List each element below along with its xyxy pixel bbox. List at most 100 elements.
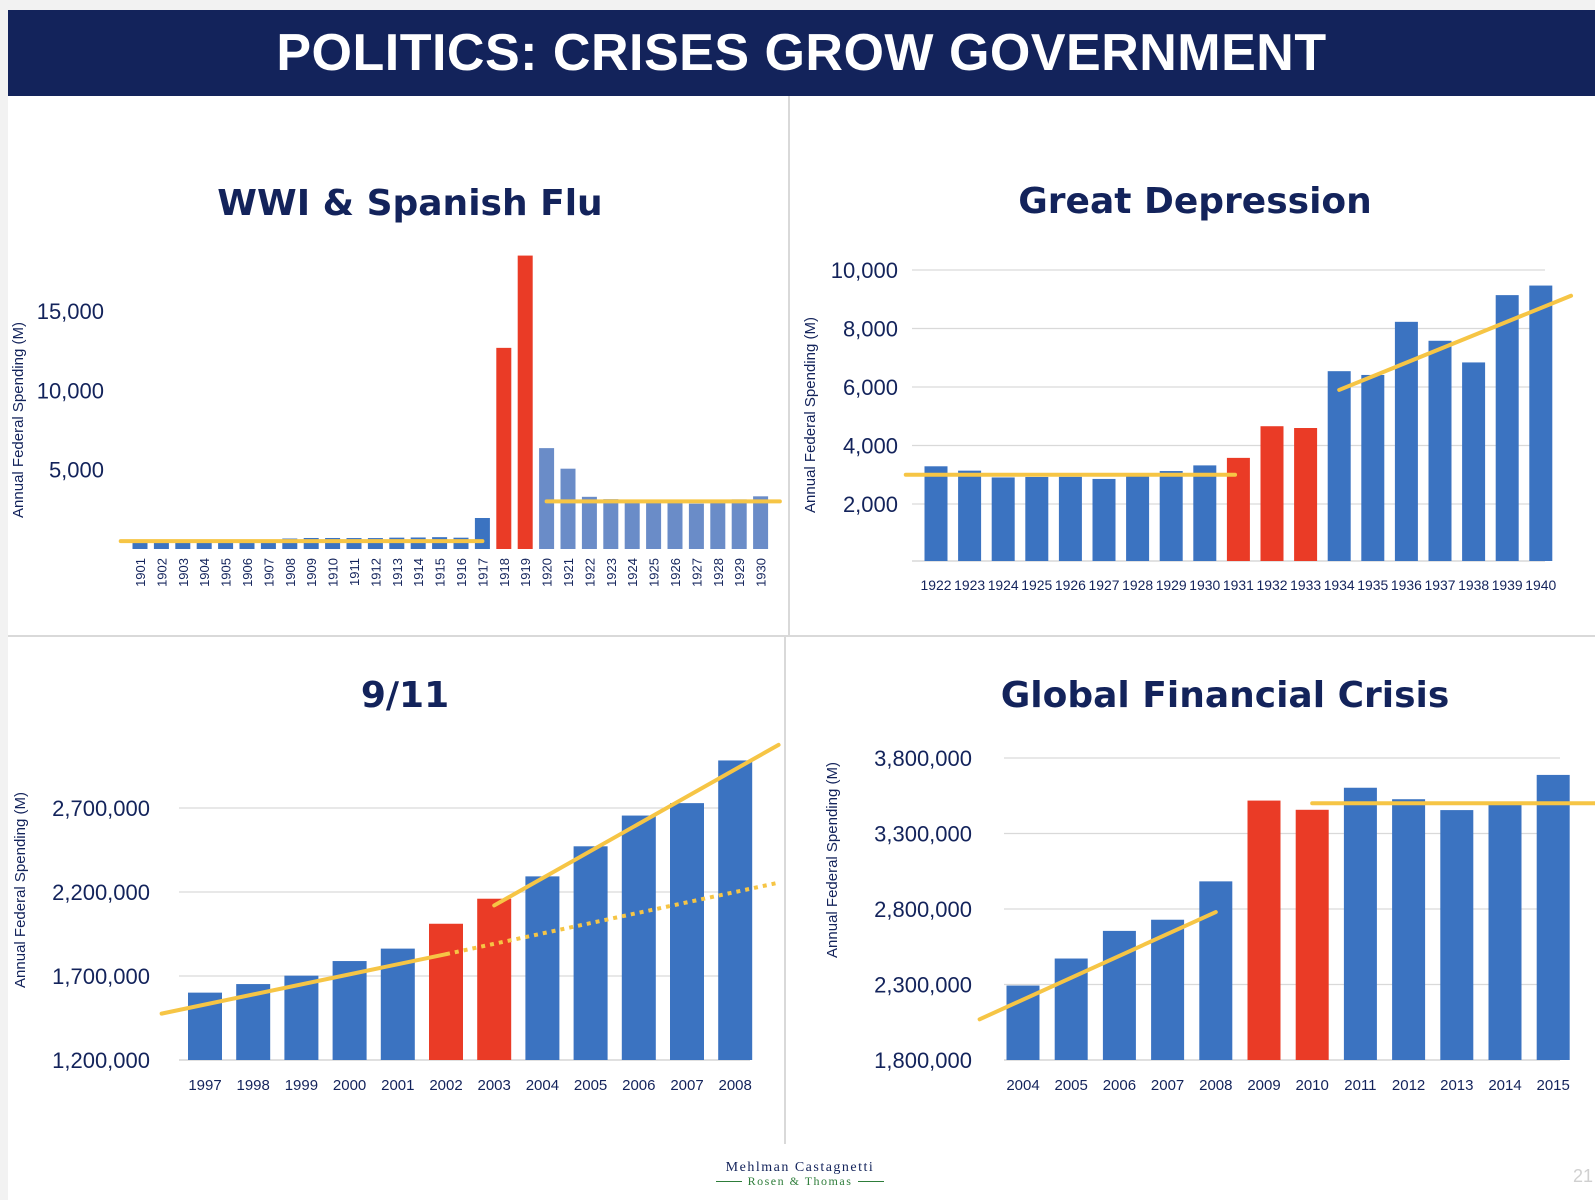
bar (477, 898, 512, 1060)
logo-rule-left (715, 1181, 742, 1182)
bar (560, 468, 576, 549)
x-tick-label: 1912 (368, 558, 383, 587)
trend-line (977, 910, 1218, 1022)
y-tick-label: 5,000 (49, 458, 104, 483)
slide: POLITICS: CRISES GROW GOVERNMENT (8, 10, 1595, 1200)
bar (667, 502, 683, 549)
x-tick-label: 1917 (475, 558, 490, 587)
bar (239, 539, 255, 549)
y-tick-label: 4,000 (843, 434, 898, 459)
bar (525, 876, 560, 1060)
bar (621, 815, 656, 1060)
y-tick-label: 1,800,000 (874, 1048, 972, 1073)
chart-title: Global Financial Crisis (1001, 675, 1450, 716)
bar (1361, 374, 1385, 561)
x-tick-label: 1914 (411, 558, 426, 587)
bar (1343, 787, 1377, 1060)
y-tick-label: 1,200,000 (52, 1048, 150, 1073)
y-tick-label: 10,000 (37, 378, 104, 403)
y-axis-label: Annual Federal Spending (M) (824, 762, 841, 958)
y-tick-label: 2,800,000 (874, 897, 972, 922)
divider-vertical-top (788, 96, 790, 636)
bar (429, 923, 463, 1060)
bar (1462, 362, 1486, 561)
y-axis-label: Annual Federal Spending (M) (12, 792, 29, 988)
x-tick-label: 1935 (1357, 577, 1388, 593)
bar (1006, 985, 1040, 1060)
x-tick-label: 1907 (261, 558, 276, 587)
x-tick-label: 2000 (333, 1077, 366, 1094)
y-tick-label: 10,000 (831, 258, 898, 283)
bar (1529, 285, 1553, 561)
x-tick-label: 2004 (1006, 1077, 1039, 1094)
bar (710, 502, 726, 549)
x-tick-label: 1911 (347, 558, 362, 586)
x-tick-label: 1913 (390, 558, 405, 587)
y-tick-label: 3,800,000 (874, 746, 972, 771)
bar (1126, 475, 1150, 561)
x-tick-label: 1908 (283, 558, 298, 587)
x-tick-label: 2006 (1103, 1077, 1136, 1094)
x-tick-label: 2005 (1055, 1077, 1088, 1094)
bar (1193, 465, 1217, 561)
bar (325, 537, 341, 549)
y-tick-label: 3,300,000 (874, 822, 972, 847)
x-tick-label: 1910 (326, 558, 341, 587)
bar (1394, 321, 1418, 561)
x-tick-label: 1926 (1055, 577, 1086, 593)
x-tick-label: 1931 (1223, 577, 1254, 593)
trend-line (1337, 293, 1574, 392)
title-banner: POLITICS: CRISES GROW GOVERNMENT (8, 10, 1595, 96)
bar (753, 496, 769, 549)
x-tick-label: 1902 (154, 558, 169, 587)
x-tick-label: 2008 (719, 1077, 752, 1094)
bar (1199, 881, 1233, 1060)
bar (1440, 810, 1474, 1060)
bar (670, 803, 704, 1060)
x-tick-label: 1933 (1290, 577, 1321, 593)
x-tick-label: 1934 (1324, 577, 1355, 593)
bar (924, 466, 948, 561)
bar (260, 539, 276, 549)
x-tick-label: 1924 (625, 558, 640, 587)
bar (1025, 476, 1049, 561)
x-tick-label: 2008 (1199, 1077, 1232, 1094)
x-tick-label: 1909 (304, 558, 319, 587)
x-tick-label: 1926 (668, 558, 683, 587)
bar (196, 539, 212, 549)
x-tick-label: 1997 (188, 1077, 221, 1094)
bar (1247, 800, 1281, 1060)
x-tick-label: 1928 (1122, 577, 1153, 593)
x-tick-label: 1932 (1257, 577, 1288, 593)
chart-title: 9/11 (361, 675, 449, 716)
bar (1092, 478, 1116, 561)
bar (1294, 428, 1318, 561)
x-tick-label: 2010 (1296, 1077, 1329, 1094)
bar (132, 540, 148, 549)
x-tick-label: 2001 (381, 1077, 414, 1094)
bar (474, 517, 490, 549)
bar (282, 538, 298, 549)
x-tick-label: 1929 (732, 558, 747, 587)
y-axis-label: Annual Federal Spending (M) (10, 322, 27, 518)
x-tick-label: 1927 (689, 558, 704, 587)
trend-line (159, 952, 448, 1016)
chart-4: Global Financial Crisis Annual Federal Sp… (824, 675, 1595, 1094)
divider-vertical-bottom (784, 636, 786, 1144)
x-tick-label: 1904 (197, 558, 212, 587)
x-tick-label: 1916 (454, 558, 469, 587)
x-tick-label: 2003 (478, 1077, 511, 1094)
x-tick-label: 1939 (1492, 577, 1523, 593)
x-tick-label: 2011 (1344, 1077, 1376, 1094)
x-tick-label: 1919 (518, 558, 533, 587)
x-tick-label: 1930 (754, 558, 769, 587)
x-tick-label: 1930 (1189, 577, 1220, 593)
logo-line-1: Mehlman Castagnetti (725, 1160, 875, 1175)
x-tick-label: 2013 (1440, 1077, 1473, 1094)
bar (1226, 457, 1250, 561)
x-tick-label: 1938 (1458, 577, 1489, 593)
bar (539, 448, 555, 549)
x-tick-label: 2005 (574, 1077, 607, 1094)
bar (517, 255, 533, 549)
bar (175, 540, 191, 549)
